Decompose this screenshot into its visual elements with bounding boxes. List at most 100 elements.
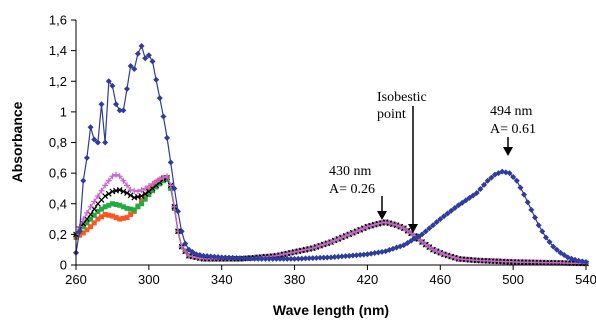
data-point bbox=[120, 215, 126, 221]
data-point bbox=[426, 225, 433, 232]
data-point bbox=[408, 230, 415, 237]
x-tick-label: 340 bbox=[211, 272, 233, 287]
data-point bbox=[157, 181, 163, 187]
data-point bbox=[262, 255, 269, 262]
data-point bbox=[298, 247, 305, 254]
annotation-isosbestic: Isobestic point bbox=[377, 90, 427, 233]
data-point bbox=[131, 66, 138, 72]
data-point bbox=[83, 209, 90, 216]
data-point bbox=[167, 182, 174, 189]
data-point bbox=[437, 216, 444, 223]
data-point bbox=[102, 193, 109, 200]
data-point bbox=[124, 205, 130, 211]
axes bbox=[75, 20, 586, 266]
data-point bbox=[150, 188, 155, 194]
data-point bbox=[131, 207, 137, 213]
data-point bbox=[160, 174, 167, 181]
data-point bbox=[575, 257, 582, 264]
data-point bbox=[524, 199, 531, 206]
data-point bbox=[102, 211, 108, 217]
data-point bbox=[328, 239, 334, 246]
data-point bbox=[284, 250, 291, 257]
data-point bbox=[139, 201, 145, 207]
data-point bbox=[98, 187, 105, 194]
data-point bbox=[386, 220, 393, 227]
data-point bbox=[320, 254, 327, 261]
data-point bbox=[128, 206, 134, 212]
data-point bbox=[517, 184, 524, 191]
x-tick-label: 380 bbox=[284, 272, 306, 287]
data-point bbox=[127, 62, 134, 69]
data-point bbox=[233, 254, 240, 261]
data-point bbox=[313, 243, 320, 250]
data-point bbox=[102, 182, 109, 189]
data-point bbox=[287, 255, 294, 262]
data-point bbox=[153, 184, 159, 190]
data-point bbox=[309, 245, 316, 252]
data-point bbox=[440, 251, 447, 258]
data-point bbox=[149, 58, 156, 65]
data-point bbox=[94, 139, 101, 146]
data-point bbox=[171, 203, 178, 210]
data-point bbox=[80, 224, 86, 230]
data-point bbox=[91, 136, 98, 143]
data-point bbox=[99, 214, 104, 220]
data-point bbox=[229, 254, 236, 261]
data-point bbox=[164, 176, 170, 182]
data-point bbox=[338, 234, 345, 241]
data-point bbox=[291, 255, 298, 262]
data-point bbox=[553, 246, 560, 253]
data-point bbox=[368, 222, 375, 229]
data-point bbox=[149, 180, 156, 187]
x-tick-label: 460 bbox=[429, 272, 451, 287]
data-point bbox=[142, 192, 148, 198]
data-point bbox=[120, 204, 126, 210]
data-point bbox=[375, 249, 382, 256]
annotation-peak-494-line1: 494 nm bbox=[490, 104, 533, 119]
data-point bbox=[295, 248, 302, 255]
annotation-isosbestic-line1: Isobestic bbox=[377, 90, 427, 105]
data-point bbox=[178, 228, 185, 235]
data-point bbox=[419, 239, 426, 246]
annotation-isosbestic-arrowhead bbox=[408, 224, 418, 233]
data-point bbox=[583, 258, 589, 265]
data-point bbox=[84, 227, 90, 233]
data-point bbox=[102, 204, 108, 210]
data-point bbox=[116, 173, 123, 180]
data-point bbox=[280, 255, 287, 262]
data-point bbox=[433, 219, 440, 226]
data-point bbox=[444, 252, 451, 259]
data-point bbox=[579, 258, 586, 265]
data-point bbox=[128, 211, 134, 217]
data-point bbox=[255, 255, 262, 262]
data-point bbox=[542, 234, 549, 241]
data-point bbox=[422, 241, 429, 248]
data-point bbox=[331, 237, 338, 244]
data-point bbox=[335, 253, 342, 260]
data-point bbox=[521, 191, 528, 198]
data-point bbox=[76, 228, 83, 235]
data-point bbox=[484, 177, 491, 184]
data-point bbox=[335, 235, 342, 242]
data-point bbox=[481, 181, 487, 188]
data-point bbox=[535, 222, 542, 229]
y-axis-title: Absorbance bbox=[9, 101, 25, 182]
data-point bbox=[113, 202, 119, 208]
data-point bbox=[124, 85, 130, 92]
y-tick-label: 1,6 bbox=[49, 13, 67, 28]
data-point bbox=[120, 188, 127, 195]
data-point bbox=[342, 232, 349, 239]
data-point bbox=[145, 183, 152, 190]
data-point bbox=[153, 76, 160, 83]
data-point bbox=[120, 107, 127, 114]
y-tick-label: 1,4 bbox=[49, 43, 67, 58]
x-tick-label: 540 bbox=[575, 272, 596, 287]
data-point bbox=[91, 220, 97, 226]
data-point bbox=[295, 255, 302, 262]
data-point bbox=[357, 251, 364, 258]
y-tick-label: 0 bbox=[60, 258, 67, 273]
annotation-peak-494: 494 nm A= 0.61 bbox=[490, 104, 536, 156]
data-point bbox=[404, 227, 411, 234]
data-point bbox=[160, 113, 167, 120]
data-point bbox=[302, 255, 309, 262]
